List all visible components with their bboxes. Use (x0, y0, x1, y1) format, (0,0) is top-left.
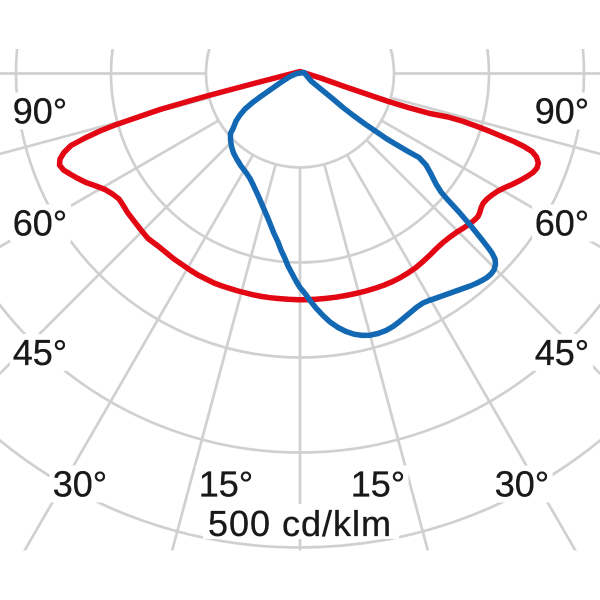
svg-text:500 cd/klm: 500 cd/klm (208, 503, 392, 544)
svg-text:90°: 90° (13, 91, 67, 132)
svg-text:45°: 45° (535, 332, 589, 373)
svg-text:30°: 30° (495, 464, 549, 505)
svg-text:60°: 60° (535, 203, 589, 244)
svg-text:30°: 30° (53, 464, 107, 505)
svg-text:15°: 15° (351, 464, 405, 505)
svg-text:60°: 60° (13, 203, 67, 244)
svg-text:15°: 15° (199, 464, 253, 505)
svg-text:90°: 90° (535, 91, 589, 132)
svg-text:45°: 45° (13, 332, 67, 373)
